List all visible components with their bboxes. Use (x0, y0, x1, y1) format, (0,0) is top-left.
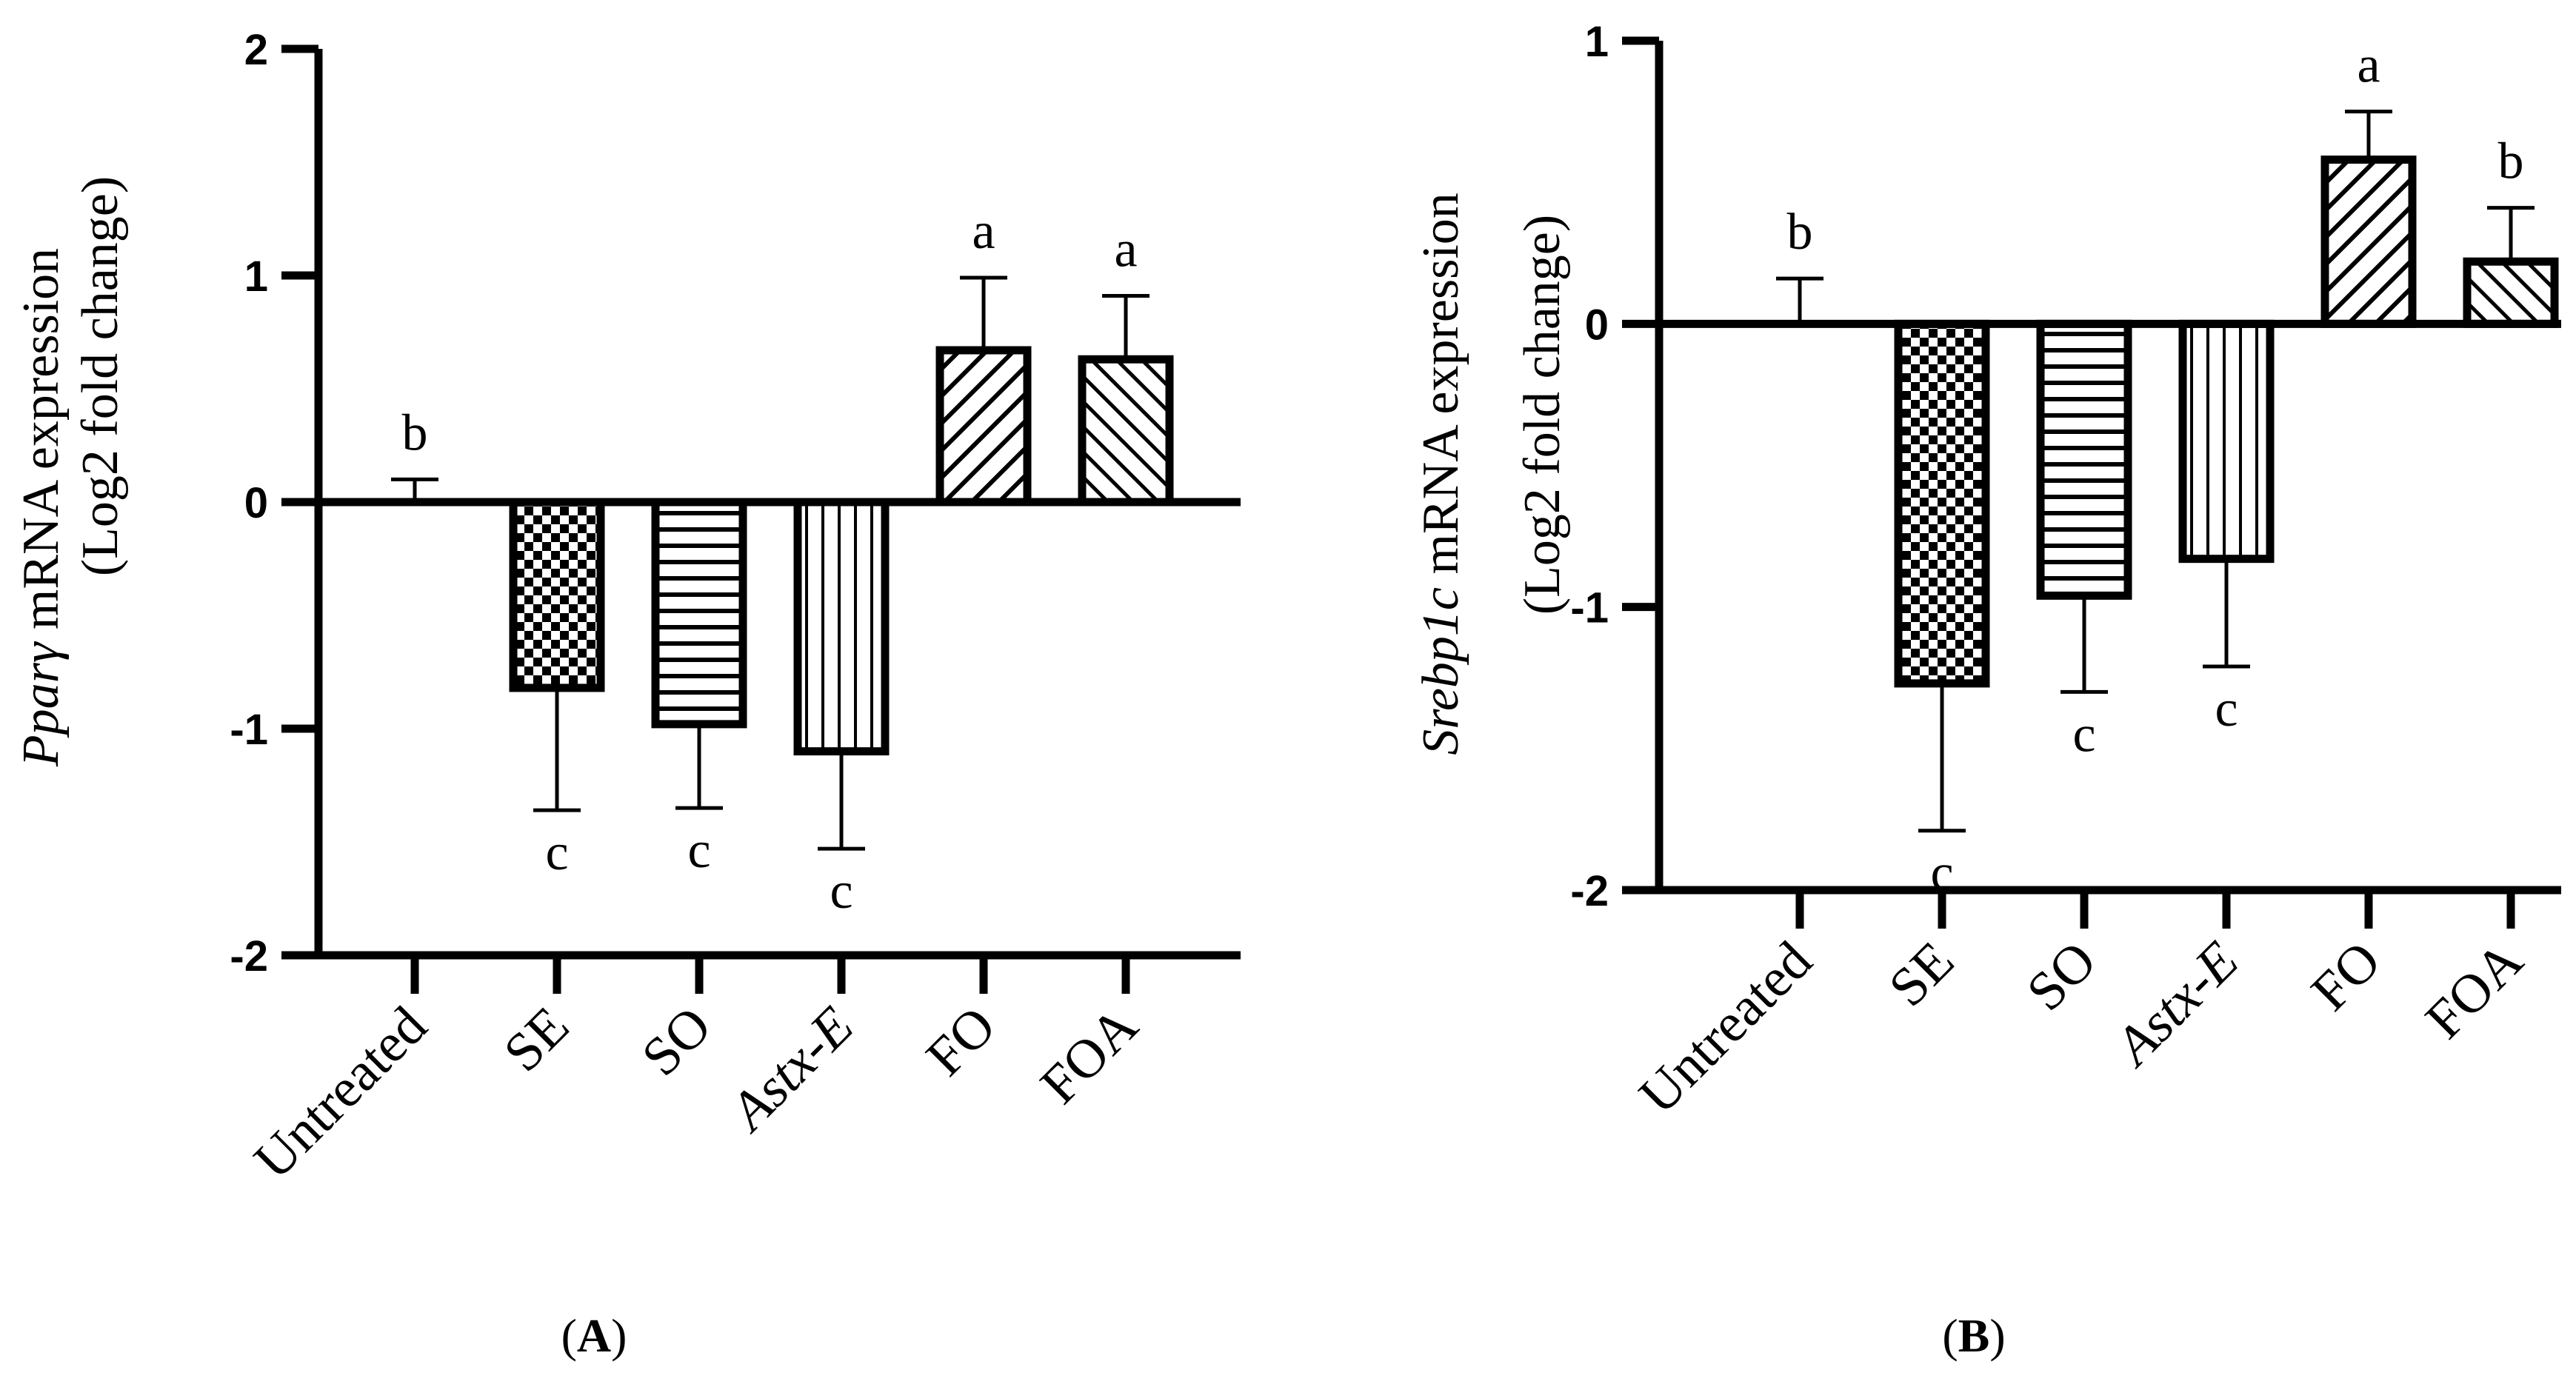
panel-b-bar-1 (1894, 319, 1990, 688)
panel-a-category-label-0: Untreated (243, 995, 438, 1191)
panel-a-bar-4 (935, 346, 1032, 507)
panel-a-ytick-label-4: 2 (244, 26, 268, 74)
panel-b-sig-label-4: a (2357, 37, 2380, 94)
panel-b-category-label-0: Untreated (1628, 930, 1823, 1126)
panel-a-sig-label-0: b (402, 404, 428, 461)
panel-a-sig-label-2: c (687, 822, 710, 879)
panel-b-bar-5 (2463, 257, 2559, 328)
panel-a-category-label-3: Astx-E (716, 995, 865, 1144)
panel-b-ytick-label-0: -2 (1570, 867, 1609, 915)
panel-b-ylabel-line1: Srebp1c mRNA expression (1412, 193, 1469, 755)
panel-b-bar-3 (2178, 319, 2275, 564)
panel-a-sig-label-5: a (1114, 221, 1137, 278)
panel-b-category-label-3: Astx-E (2101, 930, 2250, 1079)
panel-b-sig-label-0: b (1787, 204, 1813, 261)
panel-a-ylabel-line1: Pparγ mRNA expression (13, 248, 70, 767)
panel-a-sig-label-1: c (545, 824, 568, 881)
panel-a-bar-5 (1078, 355, 1174, 507)
panel-a-bar-1 (509, 498, 605, 692)
panel-a-category-label-2: SO (630, 995, 723, 1088)
panel-a-ytick-label-1: -1 (230, 706, 268, 754)
panel-b-category-label-1: SE (1878, 930, 1966, 1018)
panel-a-ytick-label-0: -2 (230, 932, 268, 980)
panel-a-sig-label-3: c (830, 863, 852, 920)
panel-a-chart: Pparγ mRNA expression (Log2 fold change)… (13, 26, 1241, 1362)
panel-a-category-label-4: FO (915, 995, 1007, 1088)
panel-a-panel-label: (A) (561, 1309, 627, 1362)
panel-a-bar-3 (793, 498, 890, 756)
panel-b-category-label-2: SO (2015, 930, 2108, 1023)
panel-b-ytick-label-2: 0 (1585, 301, 1609, 349)
panel-a-category-label-1: SE (493, 995, 581, 1083)
panel-b-ylabel-line2: (Log2 fold change) (1514, 215, 1571, 615)
panel-a-ylabel-line2: (Log2 fold change) (72, 176, 129, 576)
panel-a-bar-2 (651, 498, 747, 729)
panel-b-category-label-5: FOA (2414, 930, 2535, 1051)
panel-b-bar-2 (2036, 319, 2132, 600)
panel-a-ytick-label-2: 0 (244, 479, 268, 527)
panel-a-category-label-5: FOA (1029, 995, 1149, 1116)
panel-b-chart: Srebp1c mRNA expression (Log2 fold chang… (1412, 18, 2561, 1362)
panel-b-category-label-4: FO (2300, 930, 2392, 1023)
panel-b-panel-label: (B) (1942, 1309, 2005, 1362)
panel-a-ytick-label-3: 1 (244, 253, 268, 301)
panel-b-bar-4 (2320, 156, 2417, 328)
panel-b-sig-label-3: c (2215, 681, 2238, 738)
panel-b-sig-label-2: c (2072, 706, 2095, 763)
panel-b-ytick-label-1: -1 (1570, 584, 1609, 632)
panel-a-sig-label-4: a (972, 203, 995, 260)
panel-b-ytick-label-3: 1 (1585, 18, 1609, 66)
panel-b-sig-label-5: b (2498, 133, 2524, 190)
